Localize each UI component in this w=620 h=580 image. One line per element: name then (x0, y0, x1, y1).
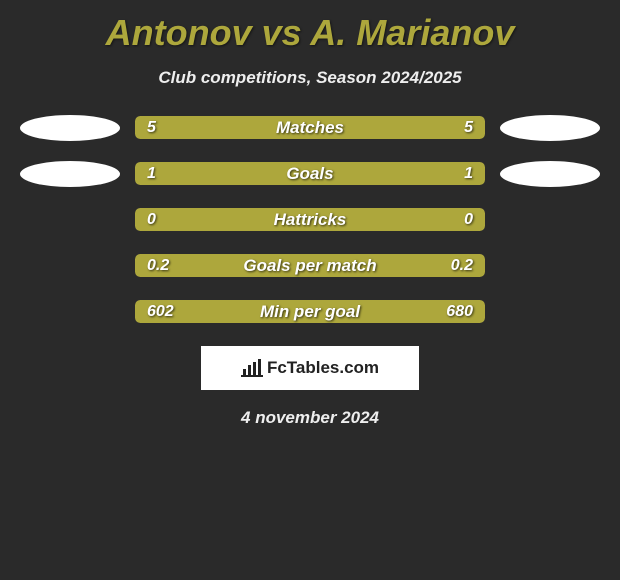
stat-label: Matches (135, 118, 485, 138)
player-right-ellipse (500, 115, 600, 141)
stat-row: 11Goals (0, 162, 620, 185)
player-right-ellipse (500, 161, 600, 187)
stat-row: 602680Min per goal (0, 300, 620, 323)
stat-bar: 0.20.2Goals per match (135, 254, 485, 277)
stat-row: 00Hattricks (0, 208, 620, 231)
stats-area: 55Matches 11Goals 00Hattricks 0.20.2Goals p… (0, 116, 620, 323)
subtitle: Club competitions, Season 2024/2025 (0, 68, 620, 88)
chart-icon (241, 359, 263, 377)
stat-label: Goals (135, 164, 485, 184)
stat-bar: 602680Min per goal (135, 300, 485, 323)
page-title: Antonov vs A. Marianov (0, 0, 620, 54)
attribution-text: FcTables.com (267, 358, 379, 378)
stat-bar: 11Goals (135, 162, 485, 185)
stat-label: Hattricks (135, 210, 485, 230)
player-left-ellipse (20, 115, 120, 141)
stat-bar: 00Hattricks (135, 208, 485, 231)
stat-label: Min per goal (135, 302, 485, 322)
stat-bar: 55Matches (135, 116, 485, 139)
date-line: 4 november 2024 (0, 408, 620, 428)
stat-row: 55Matches (0, 116, 620, 139)
stat-row: 0.20.2Goals per match (0, 254, 620, 277)
player-left-ellipse (20, 161, 120, 187)
stat-label: Goals per match (135, 256, 485, 276)
attribution-box: FcTables.com (201, 346, 419, 390)
